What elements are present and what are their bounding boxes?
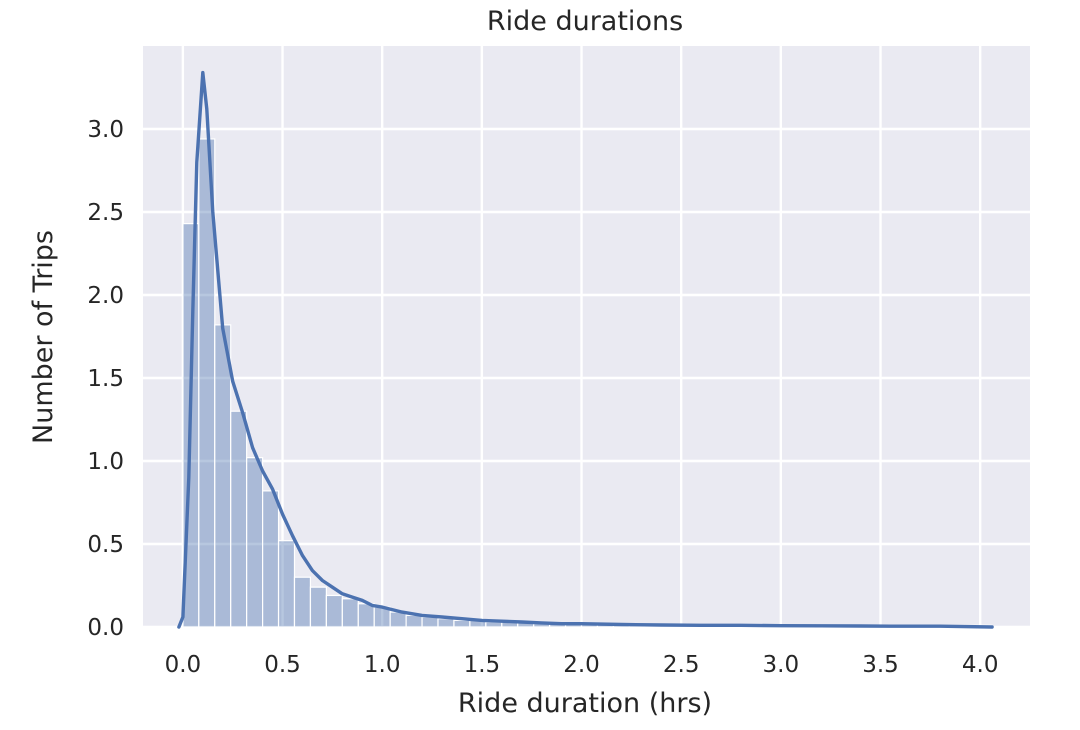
histogram-bar-14: [405, 614, 423, 628]
histogram-bar-7: [293, 576, 312, 628]
histogram-bar-13: [389, 611, 407, 628]
histogram-bar-10: [341, 598, 359, 628]
y-tick-label-0: 0.0: [87, 615, 124, 641]
y-tick-labels: 0.0 0.5 1.0 1.5 2.0 2.5 3.0: [87, 117, 124, 641]
y-tick-label-1: 0.5: [87, 532, 124, 558]
x-tick-label-0: 0.0: [165, 652, 202, 678]
x-tick-label-6: 3.0: [763, 652, 800, 678]
y-tick-label-6: 3.0: [87, 117, 124, 143]
histogram-bar-11: [357, 603, 375, 628]
histogram-bar-16: [437, 618, 455, 628]
histogram-bar-17: [453, 619, 471, 628]
histogram-bar-15: [421, 616, 439, 628]
y-axis-label: Number of Trips: [28, 230, 59, 444]
x-tick-label-2: 1.0: [364, 652, 401, 678]
y-tick-label-2: 1.0: [87, 449, 124, 475]
x-tick-label-4: 2.0: [563, 652, 600, 678]
chart-title: Ride durations: [487, 6, 683, 37]
histogram-bar-2: [214, 324, 232, 628]
y-tick-label-4: 2.0: [87, 283, 124, 309]
y-tick-label-3: 1.5: [87, 366, 124, 392]
histogram-bar-5: [261, 490, 280, 628]
histogram-bar-4: [246, 457, 264, 628]
x-tick-label-1: 0.5: [264, 652, 301, 678]
y-tick-label-5: 2.5: [87, 200, 124, 226]
histogram-bar-8: [309, 586, 327, 628]
x-tick-label-3: 1.5: [464, 652, 501, 678]
x-tick-labels: 0.0 0.5 1.0 1.5 2.0 2.5 3.0 3.5 4.0: [165, 652, 999, 678]
histogram-bar-9: [325, 594, 343, 628]
kde-curve: [177, 70, 994, 629]
histogram-bar-6: [277, 540, 296, 628]
x-tick-label-8: 4.0: [962, 652, 999, 678]
x-tick-label-5: 2.5: [663, 652, 700, 678]
histogram-bar-3: [230, 410, 248, 628]
x-axis-label: Ride duration (hrs): [458, 688, 712, 719]
x-tick-label-7: 3.5: [862, 652, 899, 678]
